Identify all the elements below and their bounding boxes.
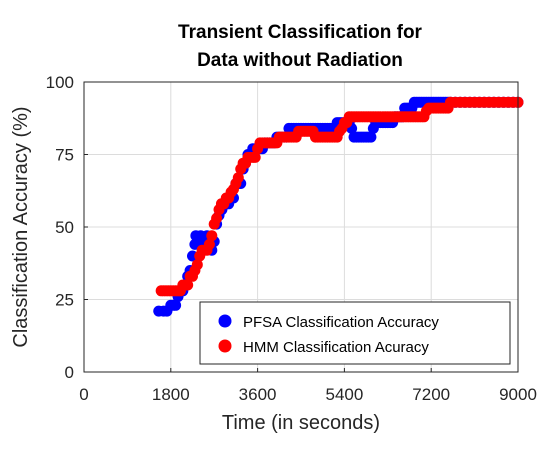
legend-label-pfsa: PFSA Classification Accuracy bbox=[243, 314, 439, 331]
y-tick-label: 100 bbox=[46, 73, 74, 92]
data-point bbox=[182, 279, 194, 291]
data-point bbox=[203, 238, 215, 250]
x-axis-ticks: 0 1800 3600 5400 7200 9000 bbox=[79, 368, 537, 404]
y-axis-ticks: 0 25 50 75 100 bbox=[46, 73, 88, 382]
x-tick-label: 7200 bbox=[412, 385, 450, 404]
y-axis-label: Classification Accuracy (%) bbox=[10, 106, 32, 347]
y-tick-label: 0 bbox=[65, 363, 74, 382]
x-tick-label: 3600 bbox=[239, 385, 277, 404]
legend-marker-pfsa bbox=[218, 314, 232, 328]
legend-box bbox=[199, 301, 511, 365]
data-point bbox=[232, 172, 244, 184]
chart-title-line-1: Transient Classification for bbox=[178, 22, 422, 43]
data-point bbox=[206, 230, 218, 242]
data-point bbox=[170, 299, 182, 311]
y-tick-label: 75 bbox=[55, 146, 74, 165]
data-points bbox=[153, 96, 524, 317]
x-axis-label: Time (in seconds) bbox=[222, 412, 380, 434]
x-tick-label: 1800 bbox=[152, 385, 190, 404]
series-hmm bbox=[155, 96, 524, 297]
y-tick-label: 50 bbox=[55, 218, 74, 237]
data-point bbox=[191, 259, 203, 271]
x-tick-label: 5400 bbox=[325, 385, 363, 404]
x-tick-label: 9000 bbox=[499, 385, 537, 404]
data-point bbox=[365, 131, 377, 143]
x-tick-label: 0 bbox=[79, 385, 88, 404]
legend-marker-hmm bbox=[218, 339, 232, 353]
legend: PFSA Classification Accuracy HMM Classif… bbox=[199, 301, 511, 365]
legend-label-hmm: HMM Classification Acuracy bbox=[243, 339, 429, 356]
data-point bbox=[249, 151, 261, 163]
y-tick-label: 25 bbox=[55, 291, 74, 310]
data-point bbox=[211, 212, 223, 224]
chart-title-line-2: Data without Radiation bbox=[197, 50, 403, 71]
